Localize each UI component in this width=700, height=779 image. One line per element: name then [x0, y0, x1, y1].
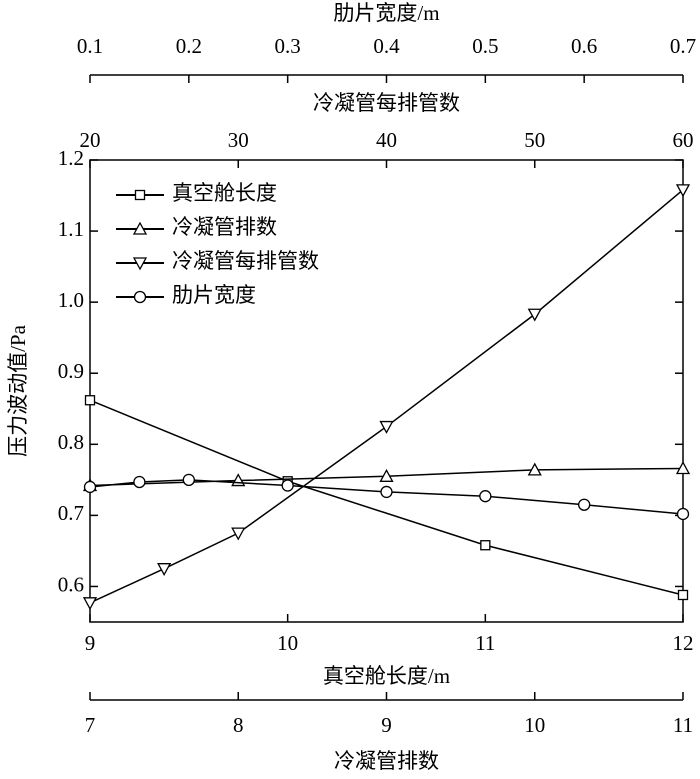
series-line	[89, 189, 684, 604]
marker	[380, 485, 393, 499]
legend-label: 冷凝管每排管数	[172, 249, 319, 273]
y-tick-label: 0.6	[58, 572, 84, 596]
x-axis-label: 冷凝管每排管数	[313, 91, 460, 115]
marker	[480, 540, 491, 551]
marker	[83, 480, 97, 494]
marker	[157, 563, 172, 577]
x-tick-label: 0.3	[275, 34, 301, 58]
x-tick-label: 10	[277, 631, 298, 655]
x-tick-label: 0.2	[176, 34, 202, 58]
marker	[84, 395, 96, 406]
marker	[182, 473, 195, 486]
y-tick-label: 1.0	[58, 288, 84, 312]
y-tick-label: 1.2	[58, 146, 84, 170]
y-tick-label: 0.9	[58, 359, 84, 383]
marker	[677, 589, 689, 601]
x-axis-label: 真空舱长度/m	[323, 664, 450, 688]
x-tick-label: 10	[524, 713, 545, 737]
legend-label: 肋片宽度	[172, 283, 256, 307]
marker	[134, 189, 146, 201]
x-axis-label: 肋片宽度/m	[333, 1, 439, 25]
x-axis-label: 冷凝管排数	[334, 749, 439, 773]
x-tick-label: 60	[673, 128, 694, 152]
marker	[132, 221, 148, 235]
x-tick-label: 20	[80, 128, 101, 152]
marker	[281, 479, 294, 492]
x-tick-label: 50	[524, 128, 545, 152]
marker	[676, 507, 690, 521]
marker	[479, 490, 492, 503]
y-tick-label: 0.7	[58, 501, 84, 525]
marker	[675, 461, 691, 475]
marker	[527, 308, 542, 322]
marker	[379, 468, 394, 482]
series-line	[89, 479, 684, 515]
marker	[231, 527, 246, 541]
y-axis-label: 压力波动值/Pa	[6, 324, 30, 457]
x-tick-label: 11	[673, 713, 693, 737]
legend-label: 真空舱长度	[172, 181, 277, 205]
x-tick-label: 0.4	[373, 34, 400, 58]
x-tick-label: 12	[673, 631, 694, 655]
x-tick-label: 11	[475, 631, 495, 655]
y-tick-label: 0.8	[58, 430, 84, 454]
x-tick-label: 30	[228, 128, 249, 152]
marker	[379, 420, 394, 434]
marker	[132, 257, 148, 271]
marker	[133, 475, 146, 489]
x-tick-label: 9	[381, 713, 392, 737]
x-tick-label: 0.5	[472, 34, 498, 58]
x-tick-label: 0.1	[77, 34, 103, 58]
series-line	[89, 399, 684, 596]
marker	[675, 184, 691, 198]
x-tick-label: 9	[85, 631, 96, 655]
x-tick-label: 8	[233, 713, 244, 737]
marker	[578, 498, 591, 511]
y-tick-label: 1.1	[58, 217, 84, 241]
marker	[527, 462, 542, 476]
legend-label: 冷凝管排数	[172, 215, 277, 239]
marker	[82, 597, 98, 611]
x-tick-label: 40	[376, 128, 397, 152]
marker	[133, 290, 147, 304]
x-tick-label: 0.6	[571, 34, 597, 58]
x-tick-label: 0.7	[670, 34, 696, 58]
x-tick-label: 7	[85, 713, 96, 737]
